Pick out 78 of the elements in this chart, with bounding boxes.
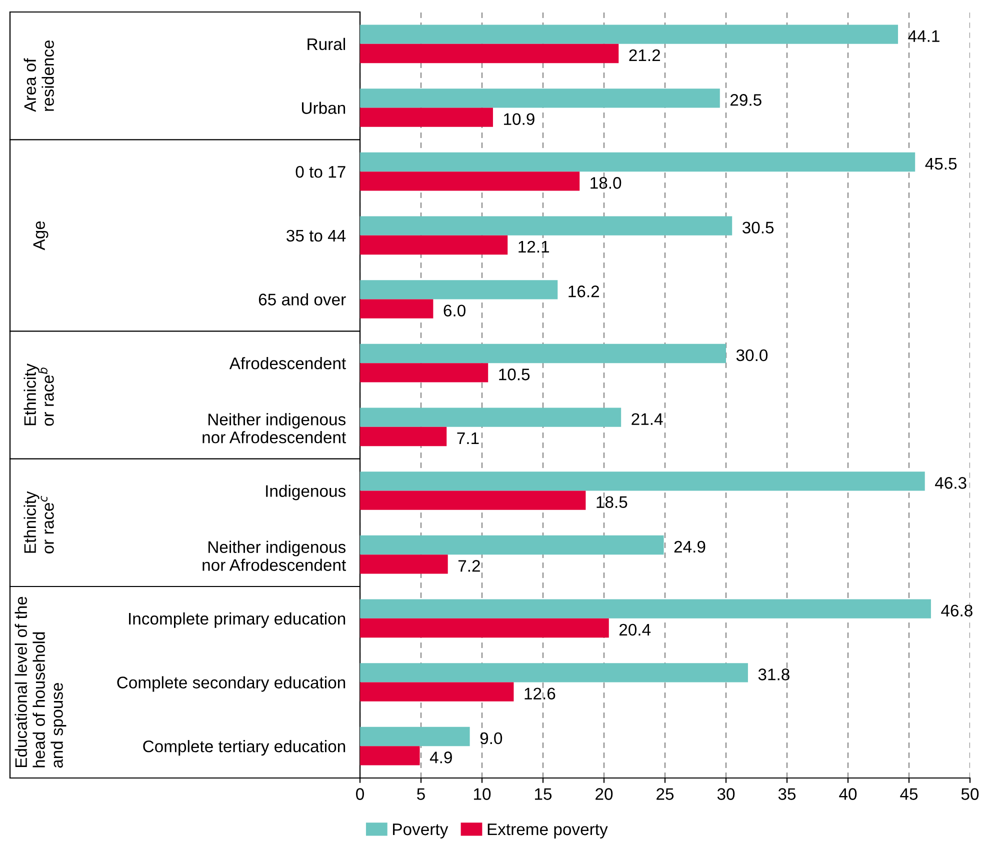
- x-tick-label: 15: [535, 788, 552, 800]
- text: Ethnicity or race$^{b}$: [24, 364, 54, 426]
- x-tick-label: 20: [596, 788, 613, 800]
- y-tick-label: 35 to 44: [286, 230, 346, 242]
- y-tick-label: Incomplete primary education: [129, 612, 346, 628]
- x-tick-label: 35: [778, 788, 796, 800]
- bar: [360, 108, 493, 127]
- bar: [360, 24, 898, 44]
- data-label: 7.1: [457, 432, 479, 444]
- x-tick-label: 10: [474, 788, 491, 800]
- data-label: 20.4: [619, 624, 651, 636]
- bar: [360, 344, 726, 364]
- text: Educational level of the head of household and spouse: [14, 596, 66, 768]
- bar: [360, 599, 931, 618]
- data-label: 31.8: [758, 668, 790, 680]
- data-label: 21.2: [629, 49, 660, 61]
- text: Ethnicity or race$^{c}$: [24, 491, 54, 554]
- bar: [360, 472, 925, 491]
- text: Area of residence: [24, 40, 54, 112]
- y-tick-label: 65 and over: [258, 293, 346, 306]
- bar: [360, 535, 664, 555]
- y-tick-label: 0 to 17: [296, 166, 346, 178]
- bar: [360, 726, 470, 746]
- bar: [360, 618, 609, 638]
- bar: [360, 152, 916, 172]
- y-tick-label: Indigenous: [266, 484, 346, 500]
- bar: [360, 426, 447, 446]
- y-tick-label: Rural: [308, 38, 345, 50]
- x-tick-label: 30: [717, 788, 735, 800]
- data-label: 29.5: [730, 94, 762, 106]
- legend-label: Poverty: [393, 824, 448, 839]
- bar: [360, 235, 508, 255]
- data-label: 46.3: [935, 477, 966, 489]
- bar: [360, 280, 558, 300]
- bar: [360, 172, 580, 191]
- x-tick-label: 0: [356, 788, 364, 800]
- bar: [360, 299, 434, 318]
- bar: [360, 554, 448, 574]
- data-label: 10.5: [499, 368, 530, 380]
- legend-label: Extreme poverty: [488, 824, 608, 839]
- x-tick-label: 50: [961, 788, 979, 800]
- bar: [360, 663, 748, 682]
- data-label: 18.5: [596, 496, 628, 508]
- data-label: 10.9: [504, 113, 534, 125]
- data-label: 18.0: [590, 177, 622, 189]
- bar: [360, 216, 732, 236]
- x-tick-label: 25: [656, 788, 674, 800]
- data-label: 4.9: [430, 752, 452, 764]
- y-tick-label: Neither indigenous nor Afrodescendent: [202, 540, 346, 571]
- data-label: 21.4: [632, 413, 663, 425]
- y-tick-label: Complete secondary education: [117, 676, 346, 692]
- data-label: 16.2: [568, 286, 599, 298]
- x-tick-label: 40: [839, 788, 857, 800]
- data-label: 24.9: [674, 540, 706, 553]
- data-label: 6.0: [444, 304, 466, 316]
- data-label: 12.1: [518, 240, 550, 252]
- y-tick-label: Complete tertiary education: [143, 740, 346, 756]
- data-label: 30.0: [736, 349, 768, 362]
- y-tick-label: Afrodescendent: [229, 357, 346, 370]
- data-label: 30.5: [742, 222, 774, 234]
- data-label: 44.1: [908, 30, 940, 42]
- bar: [360, 44, 619, 64]
- y-tick-label: Urban: [302, 102, 346, 114]
- bar: [360, 363, 488, 382]
- data-label: 46.8: [941, 604, 972, 617]
- text: Age: [33, 221, 48, 250]
- x-tick-label: 45: [900, 788, 918, 800]
- bar: [360, 490, 586, 510]
- bar: [360, 682, 514, 702]
- y-tick-label: Neither indigenous nor Afrodescendent: [202, 413, 346, 444]
- bar: [360, 408, 622, 427]
- data-label: 12.6: [524, 688, 556, 700]
- x-tick-label: 5: [417, 788, 425, 800]
- data-label: 9.0: [480, 732, 502, 744]
- bar: [360, 746, 420, 766]
- bar: [360, 88, 720, 108]
- data-label: 7.2: [458, 560, 480, 572]
- data-label: 45.5: [925, 158, 957, 170]
